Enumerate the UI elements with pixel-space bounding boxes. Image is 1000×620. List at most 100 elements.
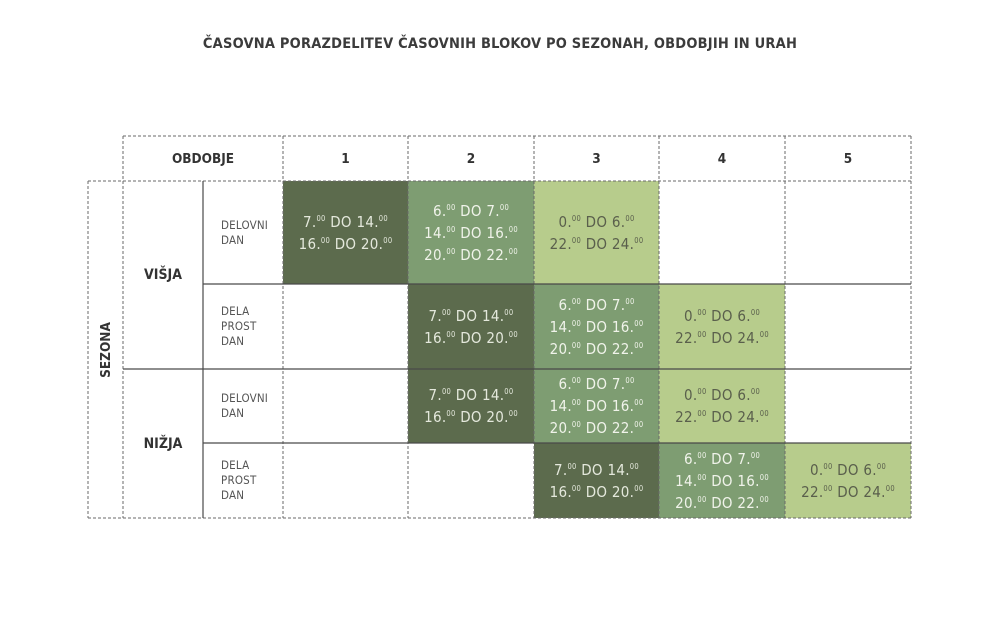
time-text: 20. xyxy=(675,493,698,512)
day-type-word: DAN xyxy=(221,488,245,502)
time-minutes: 00 xyxy=(625,296,635,306)
time-range: 14.00 DO 16.00 xyxy=(550,395,644,417)
time-range: 6.00 DO 7.00 xyxy=(558,373,634,395)
time-range: 16.00 DO 20.00 xyxy=(424,327,518,349)
time-minutes: 00 xyxy=(504,387,514,396)
time-minutes: 00 xyxy=(571,340,582,350)
time-text: DO 14. xyxy=(451,386,505,404)
day-type-delovni: DELOVNI DAN xyxy=(203,369,283,443)
time-text: 6. xyxy=(432,201,447,220)
time-text: DO 14. xyxy=(451,306,505,325)
time-text: 22. xyxy=(675,408,698,426)
day-type-word: DELOVNI xyxy=(221,217,269,232)
time-minutes: 00 xyxy=(571,376,582,385)
time-minutes: 00 xyxy=(441,387,452,396)
time-text: DO 6. xyxy=(706,306,751,325)
time-minutes: 00 xyxy=(697,494,707,504)
time-block-mid: 6.00 DO 7.00 14.00 DO 16.00 20.00 DO 22.00 xyxy=(534,369,659,443)
time-text: 14. xyxy=(549,397,572,415)
day-type-word: DAN xyxy=(221,334,245,348)
day-type-delovni: DELOVNI DAN xyxy=(203,181,283,284)
time-minutes: 00 xyxy=(634,483,644,493)
day-type-text: DELA PROST DAN xyxy=(221,458,256,503)
time-minutes: 00 xyxy=(446,329,456,339)
header-label: OBDOBJE xyxy=(171,150,235,167)
time-text: DO 24. xyxy=(581,234,635,253)
time-minutes: 00 xyxy=(625,213,635,223)
time-text: DO 22. xyxy=(581,419,635,437)
time-range: 22.00 DO 24.00 xyxy=(801,481,895,503)
time-minutes: 00 xyxy=(508,224,518,234)
time-text: DO 7. xyxy=(581,295,626,314)
time-minutes: 00 xyxy=(571,296,582,306)
time-minutes: 00 xyxy=(571,420,582,429)
time-text: DO 7. xyxy=(706,449,751,468)
time-range: 16.00 DO 20.00 xyxy=(424,406,518,428)
time-text: 7. xyxy=(428,306,442,325)
period-header-3: 3 xyxy=(592,150,601,167)
time-block-mid: 6.00 DO 7.00 14.00 DO 16.00 20.00 DO 22.00 xyxy=(659,443,785,518)
time-text: DO 16. xyxy=(581,317,635,336)
time-minutes: 00 xyxy=(446,224,456,234)
time-range: 6.00 DO 7.00 xyxy=(684,448,760,470)
time-text: DO 22. xyxy=(706,493,760,512)
time-text: DO 16. xyxy=(455,223,509,242)
time-text: 6. xyxy=(558,375,572,393)
time-range: 7.00 DO 14.00 xyxy=(429,305,514,327)
time-range: 0.00 DO 6.00 xyxy=(684,384,760,406)
time-text: DO 16. xyxy=(581,397,635,415)
season-nizja: NIŽJA xyxy=(143,435,183,452)
time-minutes: 00 xyxy=(697,472,707,482)
time-minutes: 00 xyxy=(697,307,707,317)
time-range: 22.00 DO 24.00 xyxy=(675,406,769,428)
time-block-light: 0.00 DO 6.00 22.00 DO 24.00 xyxy=(659,284,785,369)
time-text: 16. xyxy=(298,234,321,253)
time-minutes: 00 xyxy=(697,329,707,339)
time-text: DO 22. xyxy=(455,245,509,264)
time-range: 20.00 DO 22.00 xyxy=(675,492,769,514)
time-text: DO 6. xyxy=(581,212,626,231)
time-text: 7. xyxy=(428,386,442,404)
time-range: 22.00 DO 24.00 xyxy=(675,327,769,349)
time-minutes: 00 xyxy=(634,235,644,245)
time-block-mid: 6.00 DO 7.00 14.00 DO 16.00 20.00 DO 22.00 xyxy=(408,181,534,284)
time-minutes: 00 xyxy=(571,483,582,493)
day-type-text: DELA PROST DAN xyxy=(221,304,256,349)
time-text: 6. xyxy=(558,295,572,314)
time-minutes: 00 xyxy=(508,246,518,256)
time-range: 14.00 DO 16.00 xyxy=(675,470,769,492)
time-minutes: 00 xyxy=(634,340,644,350)
time-minutes: 00 xyxy=(876,461,887,471)
time-text: 20. xyxy=(424,245,447,264)
sezona-label: SEZONA xyxy=(97,321,114,378)
time-minutes: 00 xyxy=(567,461,577,471)
time-text: 22. xyxy=(549,234,572,253)
time-block-light: 0.00 DO 6.00 22.00 DO 24.00 xyxy=(659,369,785,443)
time-minutes: 00 xyxy=(571,398,582,407)
time-text: DO 6. xyxy=(706,386,751,404)
time-text: DO 20. xyxy=(455,408,509,426)
period-header-1: 1 xyxy=(341,150,350,167)
time-minutes: 00 xyxy=(378,213,388,223)
period-header-2: 2 xyxy=(466,150,476,167)
time-text: 16. xyxy=(424,408,447,426)
time-minutes: 00 xyxy=(446,202,456,212)
time-range: 20.00 DO 22.00 xyxy=(424,244,518,266)
time-minutes: 00 xyxy=(885,483,895,493)
time-minutes: 00 xyxy=(316,213,326,223)
time-text: DO 6. xyxy=(832,460,877,479)
time-block-dark: 7.00 DO 14.00 16.00 DO 20.00 xyxy=(408,369,534,443)
time-minutes: 00 xyxy=(446,409,456,418)
time-minutes: 00 xyxy=(759,409,769,418)
period-header-4: 4 xyxy=(717,150,727,167)
time-minutes: 00 xyxy=(629,461,639,471)
page-title: ČASOVNA PORAZDELITEV ČASOVNIH BLOKOV PO … xyxy=(202,36,798,52)
time-minutes: 00 xyxy=(508,329,518,339)
time-text: 0. xyxy=(683,386,698,404)
time-minutes: 00 xyxy=(441,307,452,317)
time-minutes: 00 xyxy=(504,307,514,317)
time-text: 7. xyxy=(303,212,317,231)
time-text: DO 14. xyxy=(576,460,630,479)
time-range: 7.00 DO 14.00 xyxy=(554,459,639,481)
day-type-word: DAN xyxy=(221,232,245,247)
